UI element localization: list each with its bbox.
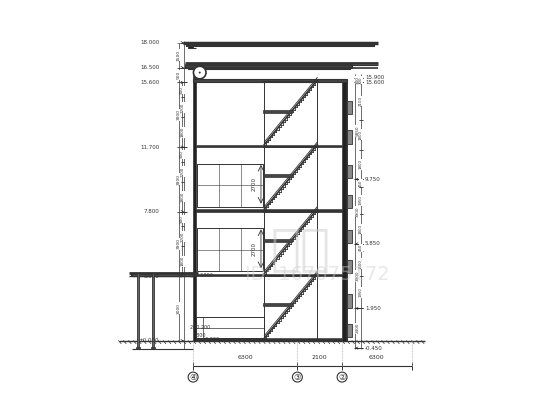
- Bar: [347, 195, 352, 208]
- Text: ②: ②: [338, 372, 346, 382]
- Bar: [197, 209, 342, 212]
- Text: 2700: 2700: [252, 177, 257, 191]
- Bar: [263, 304, 292, 306]
- Circle shape: [193, 66, 206, 79]
- Text: 1800: 1800: [193, 333, 206, 338]
- Text: 450: 450: [359, 179, 363, 187]
- Bar: [197, 317, 264, 338]
- Bar: [346, 82, 347, 341]
- Text: 3900: 3900: [177, 109, 181, 120]
- Text: ID: 167075172: ID: 167075172: [245, 265, 390, 284]
- Bar: [188, 68, 351, 69]
- Text: 5.850: 5.850: [365, 241, 381, 246]
- Text: 1500: 1500: [359, 259, 363, 269]
- Bar: [263, 174, 292, 177]
- Text: 2700: 2700: [252, 242, 257, 256]
- Bar: [347, 130, 352, 144]
- Text: 5850: 5850: [356, 126, 360, 136]
- Text: 3900: 3900: [177, 238, 181, 249]
- Text: 1.950: 1.950: [365, 306, 381, 311]
- Text: 1500: 1500: [177, 50, 181, 61]
- Text: 1800: 1800: [359, 224, 363, 234]
- Bar: [193, 82, 197, 341]
- Text: -0.450: -0.450: [365, 346, 382, 351]
- Text: ④: ④: [189, 372, 197, 382]
- Text: 3900: 3900: [356, 271, 360, 281]
- Text: 3900: 3900: [177, 174, 181, 185]
- Text: 1200: 1200: [180, 231, 184, 242]
- Text: 16.500: 16.500: [140, 65, 159, 70]
- Bar: [347, 101, 352, 114]
- Text: 1200: 1200: [180, 102, 184, 112]
- Text: 300: 300: [359, 76, 363, 84]
- Text: 1800: 1800: [180, 192, 184, 202]
- Text: 15.600: 15.600: [365, 80, 384, 85]
- Text: 1950: 1950: [359, 196, 363, 205]
- Text: 11.700: 11.700: [140, 144, 159, 150]
- Bar: [342, 82, 347, 341]
- Bar: [347, 165, 352, 178]
- Text: 900: 900: [180, 86, 184, 94]
- Text: 300: 300: [356, 76, 360, 84]
- Text: 3.900: 3.900: [143, 274, 159, 279]
- Text: 2100: 2100: [359, 96, 363, 106]
- Bar: [193, 79, 347, 82]
- Bar: [132, 273, 197, 276]
- Bar: [197, 80, 342, 82]
- Bar: [136, 347, 140, 349]
- Bar: [197, 338, 342, 341]
- Text: 1800: 1800: [359, 130, 363, 140]
- Text: 15.900: 15.900: [365, 75, 384, 80]
- Bar: [347, 260, 352, 273]
- Text: ±0.000: ±0.000: [139, 338, 159, 343]
- Bar: [347, 324, 352, 337]
- Bar: [197, 144, 342, 147]
- Bar: [152, 273, 154, 347]
- Text: 1950: 1950: [359, 287, 363, 297]
- Text: 900: 900: [180, 215, 184, 223]
- Circle shape: [199, 72, 200, 74]
- Bar: [193, 274, 197, 276]
- Bar: [193, 68, 197, 79]
- Bar: [197, 164, 263, 207]
- Text: 7.800: 7.800: [143, 209, 159, 214]
- Bar: [263, 239, 292, 242]
- Text: 1800: 1800: [180, 127, 184, 137]
- Text: 2100: 2100: [312, 355, 328, 360]
- Bar: [137, 273, 139, 347]
- Bar: [347, 230, 352, 243]
- Text: 6300: 6300: [369, 355, 385, 360]
- Bar: [263, 110, 292, 113]
- Bar: [347, 294, 352, 308]
- Text: 3.900: 3.900: [200, 273, 213, 278]
- Bar: [185, 64, 352, 65]
- Text: 3900: 3900: [356, 206, 360, 217]
- Bar: [197, 228, 263, 271]
- Text: 450: 450: [359, 244, 363, 251]
- Text: 900: 900: [177, 71, 181, 79]
- Text: 18.000: 18.000: [140, 40, 159, 45]
- Text: 知本: 知本: [270, 226, 331, 274]
- Text: ③: ③: [293, 372, 301, 382]
- Text: 3000: 3000: [177, 303, 181, 314]
- Text: 6300: 6300: [237, 355, 253, 360]
- Text: 1800: 1800: [359, 160, 363, 170]
- Text: 9.750: 9.750: [365, 177, 381, 182]
- Bar: [197, 274, 342, 276]
- Bar: [151, 347, 155, 349]
- Text: 200 200: 200 200: [190, 325, 210, 330]
- Text: 2400: 2400: [356, 323, 360, 334]
- Text: 900: 900: [180, 150, 184, 158]
- Bar: [185, 65, 352, 68]
- Text: ±0.000: ±0.000: [202, 337, 220, 342]
- Text: 15.600: 15.600: [140, 80, 159, 85]
- Bar: [188, 43, 193, 48]
- Text: 1800: 1800: [180, 256, 184, 266]
- Text: 1200: 1200: [180, 167, 184, 177]
